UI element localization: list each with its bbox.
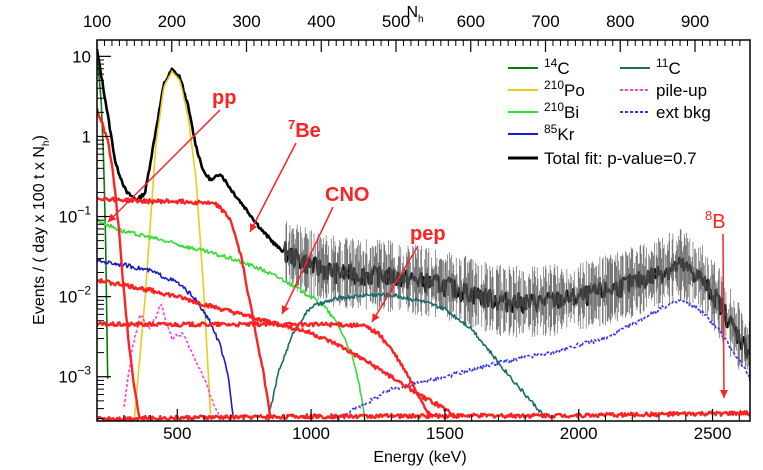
annotation-arrow	[371, 245, 419, 323]
series-14c	[97, 52, 109, 379]
series-pep	[97, 321, 432, 417]
top-tick-label: 300	[232, 12, 260, 31]
plot-area	[97, 40, 750, 421]
legend-label: pile-up	[656, 81, 707, 100]
annotation-arrowhead	[250, 223, 258, 232]
series-8b	[97, 410, 750, 421]
total-fit-error-bars	[284, 221, 750, 385]
series-11c	[267, 292, 548, 421]
legend-label: 85Kr	[544, 122, 575, 144]
top-tick-label: 600	[457, 12, 485, 31]
annotation-arrowhead	[281, 305, 290, 314]
x-tick-label: 1000	[292, 424, 330, 443]
legend-label: 210Bi	[544, 100, 579, 122]
top-tick-label: 500	[382, 12, 410, 31]
top-tick-label: 400	[307, 12, 335, 31]
x-tick-label: 500	[163, 424, 191, 443]
y-tick-label: 10−2	[58, 284, 91, 307]
x-tick-label: 1500	[426, 424, 464, 443]
x-axis-title: Energy (keV)	[373, 449, 466, 466]
annotation-cno: CNO	[325, 184, 369, 206]
annotation-pep: pep	[410, 223, 446, 245]
y-tick-label: 1	[82, 127, 91, 146]
legend-label-total: Total fit: p-value=0.7	[544, 149, 697, 168]
legend-label: 14C	[544, 56, 570, 78]
y-tick-label: 10−1	[58, 204, 91, 227]
top-tick-label: 700	[531, 12, 559, 31]
y-tick-label: 10	[72, 47, 91, 66]
annotation-arrow	[249, 142, 297, 233]
plot-frame	[96, 39, 751, 422]
series-total-fit-p-value-0-7	[97, 48, 750, 359]
annotation-arrow	[722, 233, 725, 399]
top-tick-label: 900	[681, 12, 709, 31]
top-tick-label: 100	[83, 12, 111, 31]
y-axis-title: Events / ( day x 100 t x Nh)	[31, 135, 52, 325]
y-tick-label: 10−3	[58, 364, 91, 387]
annotations: pp 7Be CNO pep 8B	[107, 87, 728, 399]
series-7be	[97, 196, 272, 417]
top-tick-label: 800	[606, 12, 634, 31]
annotation-pp: pp	[212, 87, 236, 109]
series-pp	[97, 108, 141, 420]
x-tick-label: 2500	[694, 424, 732, 443]
top-tick-label: 200	[158, 12, 186, 31]
series-layer	[97, 48, 750, 421]
annotation-b: 8B	[705, 208, 726, 233]
annotation-be: 7Be	[288, 117, 321, 142]
legend-label: ext bkg	[656, 103, 711, 122]
plot-background	[97, 40, 750, 421]
legend-label: 210Po	[544, 78, 585, 100]
legend-label: 11C	[656, 56, 681, 78]
series-pile-up	[123, 303, 221, 421]
top-axis-title: Nh	[406, 4, 423, 25]
x-tick-label: 2000	[560, 424, 598, 443]
annotation-arrowhead	[372, 313, 380, 322]
annotation-arrow	[281, 206, 334, 315]
annotation-arrowhead	[108, 213, 117, 222]
annotation-arrowhead	[720, 390, 728, 398]
annotation-arrow	[107, 109, 221, 223]
axis-ticks: 500 1000 1500 2000 2500 100 200 300 400 500 600 700…	[58, 12, 741, 443]
plot-border	[96, 39, 751, 422]
